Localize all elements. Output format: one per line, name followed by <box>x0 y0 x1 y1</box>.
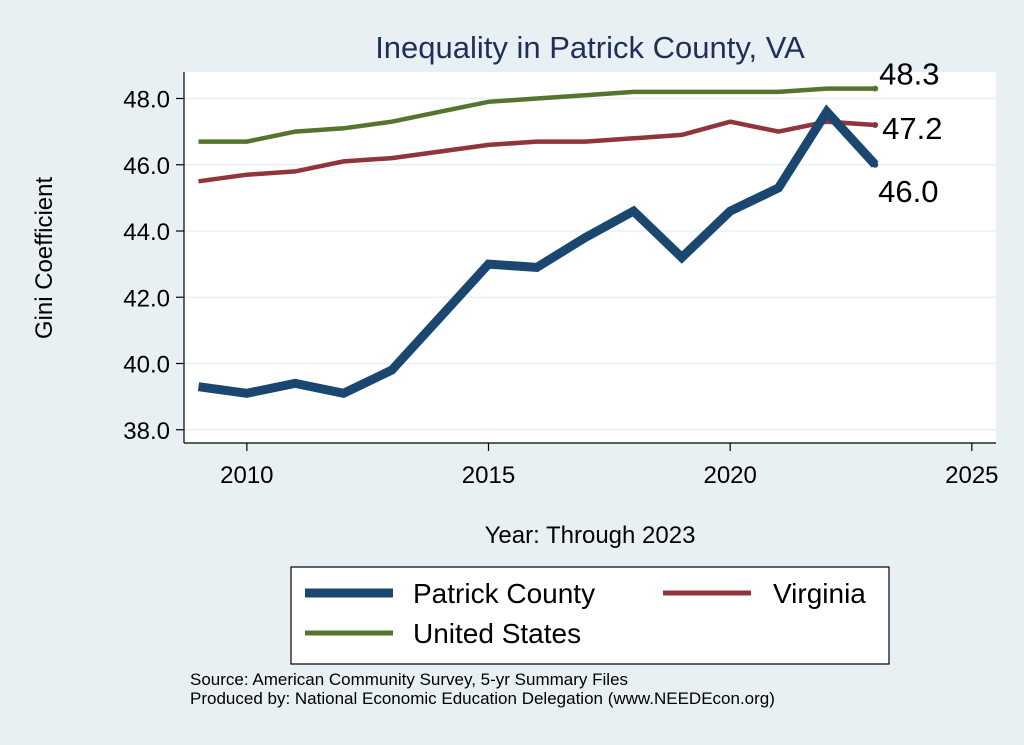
end-label-patrick-county: 46.0 <box>878 174 938 209</box>
y-tick-label: 44.0 <box>123 219 170 246</box>
y-tick-label: 38.0 <box>123 418 170 445</box>
end-labels: 46.0 47.2 48.3 <box>878 57 942 209</box>
series-group <box>197 85 879 399</box>
end-marker-patrick-county <box>872 161 879 168</box>
end-label-united-states: 48.3 <box>879 57 939 92</box>
source-note: Source: American Community Survey, 5-yr … <box>190 670 629 689</box>
end-marker-virginia <box>872 122 879 128</box>
x-tick-label: 2010 <box>220 462 273 489</box>
x-axis-title: Year: Through 2023 <box>485 522 696 549</box>
end-marker-united-states <box>872 85 879 92</box>
plot-area <box>184 72 996 443</box>
series-line-virginia <box>198 119 876 184</box>
y-tick-label: 42.0 <box>123 285 170 312</box>
y-tick-label: 40.0 <box>123 352 170 379</box>
y-tick-label: 48.0 <box>123 87 170 114</box>
axes: 38.0 40.0 42.0 44.0 46.0 48.0 2010 2015 2020 2025 <box>123 72 999 489</box>
end-label-virginia: 47.2 <box>882 111 942 146</box>
x-tick-label: 2020 <box>703 462 756 489</box>
legend-label-virginia: Virginia <box>773 578 866 609</box>
y-tick-label: 46.0 <box>123 153 170 180</box>
chart-title: Inequality in Patrick County, VA <box>375 30 805 65</box>
x-tick-label: 2025 <box>945 462 998 489</box>
series-line-patrick-county <box>197 104 879 399</box>
legend-label-patrick-county: Patrick County <box>413 578 595 609</box>
legend-box <box>290 566 890 665</box>
producer-note: Produced by: National Economic Education… <box>190 689 775 708</box>
legend: Patrick County Virginia United States <box>290 566 890 665</box>
legend-label-united-states: United States <box>413 618 581 649</box>
y-axis-title: Gini Coefficient <box>31 177 58 340</box>
series-line-united-states <box>198 86 876 144</box>
x-tick-label: 2015 <box>462 462 515 489</box>
